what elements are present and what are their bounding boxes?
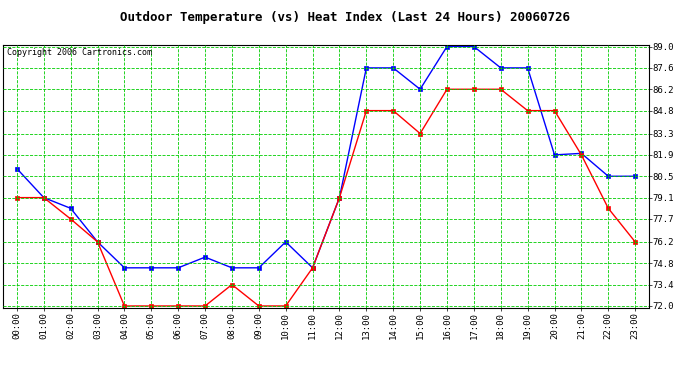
Text: Outdoor Temperature (vs) Heat Index (Last 24 Hours) 20060726: Outdoor Temperature (vs) Heat Index (Las… [120, 11, 570, 24]
Text: Copyright 2006 Cartronics.com: Copyright 2006 Cartronics.com [7, 48, 152, 57]
